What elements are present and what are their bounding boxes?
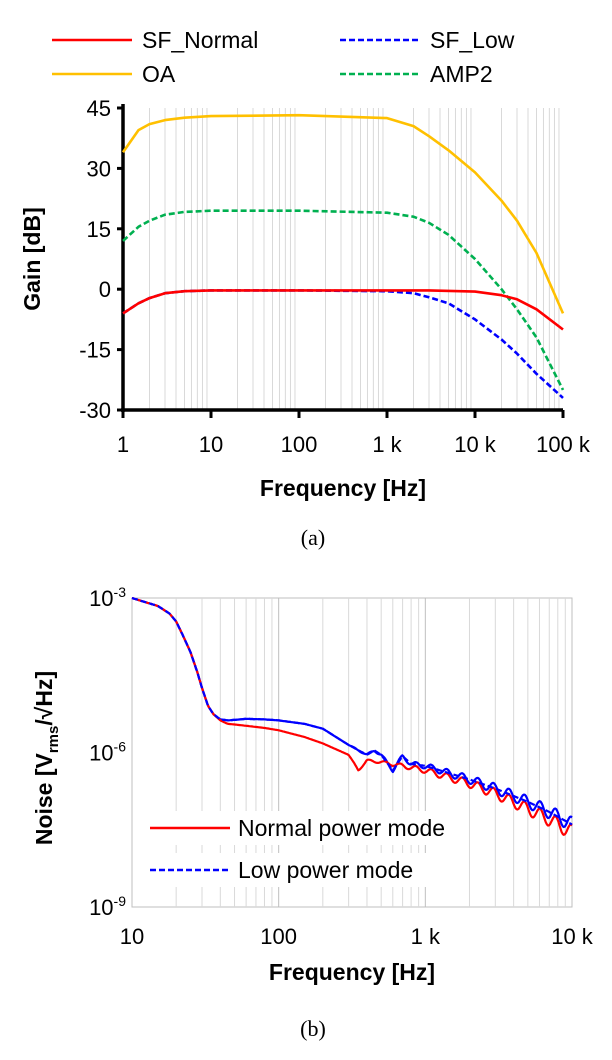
y-axis-label-b: Noise [Vrms/√Hz] xyxy=(31,671,62,845)
x-tick-label-a: 1 xyxy=(117,432,129,457)
y-tick-label-a: 30 xyxy=(87,156,111,181)
x-axis-label-b: Frequency [Hz] xyxy=(269,959,435,985)
y-axis-label-part: Noise [V xyxy=(31,752,57,845)
x-tick-label-b: 1 k xyxy=(411,924,441,949)
x-tick-label-a: 100 xyxy=(281,432,318,457)
y-tick-label-a: -15 xyxy=(79,338,111,363)
legend-label-a: SF_Low xyxy=(430,27,515,53)
x-tick-label-b: 10 k xyxy=(551,924,594,949)
y-axis-label-part: /√Hz] xyxy=(31,671,57,726)
legend-label-a: AMP2 xyxy=(430,61,493,87)
y-tick-label-a: -30 xyxy=(79,398,111,423)
x-tick-label-a: 1 k xyxy=(372,432,402,457)
y-tick-exponent: -9 xyxy=(114,893,127,909)
x-axis-label-a: Frequency [Hz] xyxy=(260,475,426,501)
y-tick-label-a: 0 xyxy=(99,277,111,302)
series-line-normal-power-mode xyxy=(131,596,573,836)
y-tick-exponent: -3 xyxy=(114,584,127,600)
x-tick-label-a: 10 k xyxy=(454,432,497,457)
y-tick-label-b: 10-3 xyxy=(89,584,126,611)
plot-frame-b xyxy=(131,597,573,908)
x-tick-label-a: 100 k xyxy=(536,432,591,457)
y-axis-label-a: Gain [dB] xyxy=(19,207,45,311)
y-tick-label-a: 45 xyxy=(87,96,111,121)
y-tick-base: 10 xyxy=(89,741,113,766)
series-line-sf-normal xyxy=(122,289,564,331)
y-tick-base: 10 xyxy=(89,586,113,611)
legend-label-a: OA xyxy=(142,61,176,87)
legend-label-b: Normal power mode xyxy=(238,815,445,841)
y-tick-label-b: 10-9 xyxy=(89,893,126,920)
series-line-amp2 xyxy=(122,209,565,391)
x-tick-label-a: 10 xyxy=(199,432,223,457)
series-line-sf-low xyxy=(122,289,564,399)
legend-label-a: SF_Normal xyxy=(142,27,258,53)
y-tick-base: 10 xyxy=(89,895,113,920)
y-tick-label-b: 10-6 xyxy=(89,739,126,766)
legend-label-b: Low power mode xyxy=(238,857,413,883)
panel-caption-a: (a) xyxy=(301,525,325,550)
y-axis-label-part: rms xyxy=(45,726,62,754)
series-line-low-power-mode-dash xyxy=(131,596,573,826)
x-tick-label-b: 10 xyxy=(120,924,144,949)
panel-caption-b: (b) xyxy=(300,1016,326,1041)
y-tick-label-a: 15 xyxy=(87,217,111,242)
x-tick-label-b: 100 xyxy=(260,924,297,949)
series-line-oa xyxy=(121,113,565,314)
y-tick-exponent: -6 xyxy=(114,739,127,755)
